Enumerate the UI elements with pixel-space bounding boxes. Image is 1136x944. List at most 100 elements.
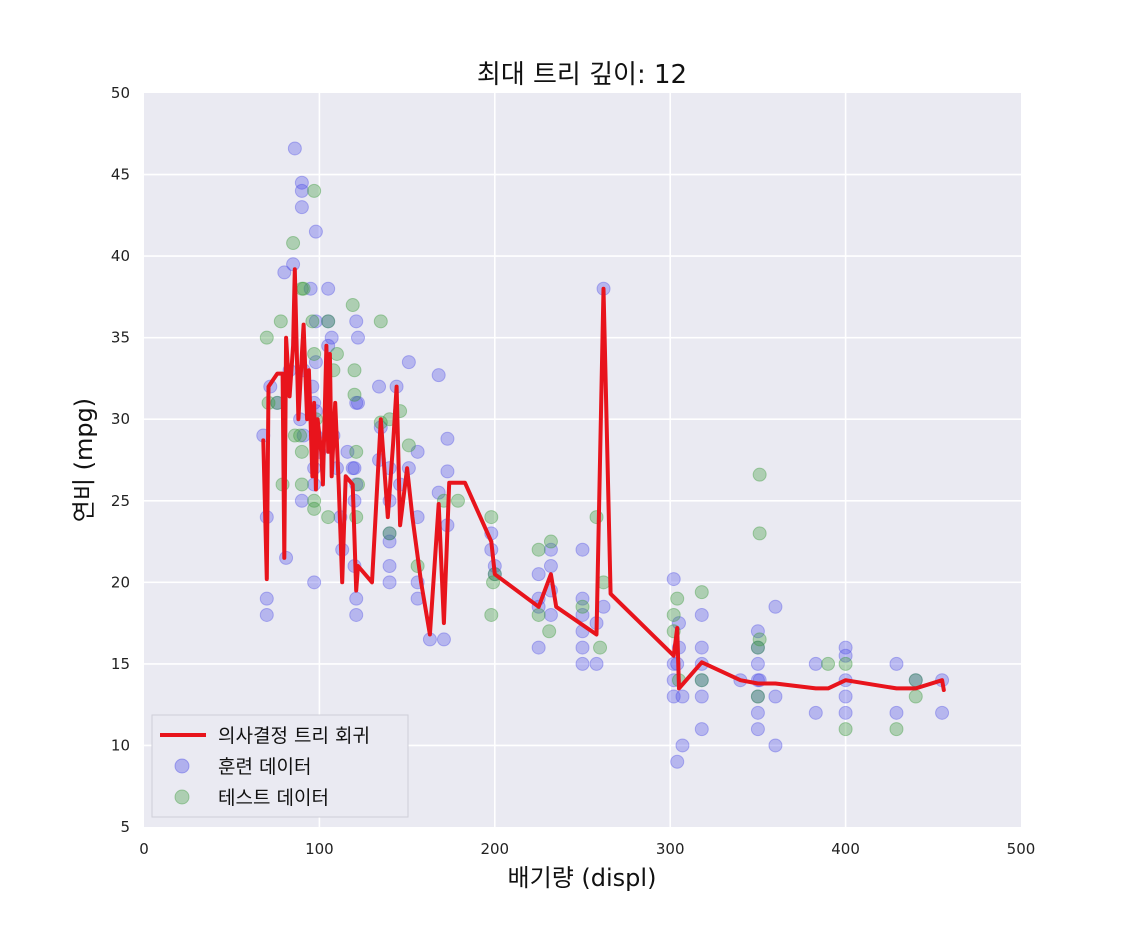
train-point <box>768 689 783 704</box>
chart-title: 최대 트리 깊이: 12 <box>477 60 687 90</box>
test-point <box>908 689 923 704</box>
train-point <box>750 722 765 737</box>
grid-lines <box>144 93 1021 827</box>
legend-label-train: 훈련 데이터 <box>218 756 311 778</box>
train-point <box>675 689 690 704</box>
train-point <box>350 330 365 345</box>
train-point <box>666 572 681 587</box>
train-point <box>321 314 336 329</box>
train-point <box>287 141 302 156</box>
train-point <box>889 705 904 720</box>
regression-line <box>261 267 946 692</box>
train-point <box>575 542 590 557</box>
test-point <box>750 640 765 655</box>
y-tick-label: 30 <box>111 410 130 428</box>
train-point <box>543 559 558 574</box>
test-point <box>307 183 322 198</box>
test-point <box>450 493 465 508</box>
legend-label-regression: 의사결정 트리 회귀 <box>218 725 370 747</box>
train-point <box>694 689 709 704</box>
x-axis-label: 배기량 (displ) <box>508 864 657 892</box>
train-point <box>440 431 455 446</box>
test-point <box>752 467 767 482</box>
test-point <box>593 640 608 655</box>
test-point <box>589 510 604 525</box>
train-point <box>382 575 397 590</box>
train-point <box>349 395 364 410</box>
test-point <box>670 591 685 606</box>
y-tick-label: 35 <box>111 329 130 347</box>
test-point <box>307 493 322 508</box>
plot-area-background <box>144 93 1021 827</box>
train-point <box>543 607 558 622</box>
x-tick-label: 300 <box>656 840 685 858</box>
train-point <box>838 648 853 663</box>
x-tick-label: 0 <box>139 840 149 858</box>
train-point <box>750 656 765 671</box>
test-point <box>838 656 853 671</box>
test-point <box>531 542 546 557</box>
y-axis-label: 연비 (mpg) <box>70 398 98 522</box>
test-point <box>908 673 923 688</box>
test-point <box>401 438 416 453</box>
train-point <box>324 330 339 345</box>
train-point <box>349 607 364 622</box>
test-points <box>259 183 923 737</box>
train-point <box>382 526 397 541</box>
train-point <box>277 265 292 280</box>
test-point <box>666 607 681 622</box>
test-point <box>838 722 853 737</box>
train-point <box>340 444 355 459</box>
train-point <box>382 534 397 549</box>
train-point <box>345 461 360 476</box>
test-point <box>484 607 499 622</box>
legend-train-swatch <box>174 758 190 774</box>
train-point <box>431 485 446 500</box>
train-point <box>531 567 546 582</box>
train-point <box>307 575 322 590</box>
train-point <box>440 464 455 479</box>
test-point <box>531 607 546 622</box>
y-tick-label: 20 <box>111 573 130 591</box>
train-point <box>750 624 765 639</box>
train-point <box>768 599 783 614</box>
train-point <box>750 705 765 720</box>
test-point <box>543 534 558 549</box>
train-point <box>694 722 709 737</box>
train-point <box>349 314 364 329</box>
legend-label-test: 테스트 데이터 <box>218 787 329 809</box>
train-point <box>349 591 364 606</box>
train-point <box>308 355 323 370</box>
legend-test-swatch <box>174 789 190 805</box>
x-tick-label: 500 <box>1007 840 1036 858</box>
y-tick-label: 5 <box>120 818 130 836</box>
test-point <box>694 673 709 688</box>
legend: 의사결정 트리 회귀 훈련 데이터 테스트 데이터 <box>151 714 409 818</box>
train-point <box>838 640 853 655</box>
x-tick-label: 200 <box>480 840 509 858</box>
test-point <box>321 510 336 525</box>
train-point <box>294 183 309 198</box>
train-point <box>401 355 416 370</box>
train-point <box>889 656 904 671</box>
test-point <box>821 656 836 671</box>
test-point <box>259 330 274 345</box>
test-point <box>889 722 904 737</box>
train-point <box>259 607 274 622</box>
test-point <box>750 689 765 704</box>
train-point <box>838 689 853 704</box>
train-point <box>308 224 323 239</box>
y-tick-label: 15 <box>111 655 130 673</box>
legend-box <box>151 714 409 818</box>
train-point <box>670 754 685 769</box>
test-point <box>694 585 709 600</box>
train-point <box>294 200 309 215</box>
train-point <box>436 632 451 647</box>
test-point <box>349 444 364 459</box>
train-point <box>750 640 765 655</box>
test-point <box>294 477 309 492</box>
train-point <box>531 640 546 655</box>
train-point <box>259 591 274 606</box>
train-point <box>694 607 709 622</box>
